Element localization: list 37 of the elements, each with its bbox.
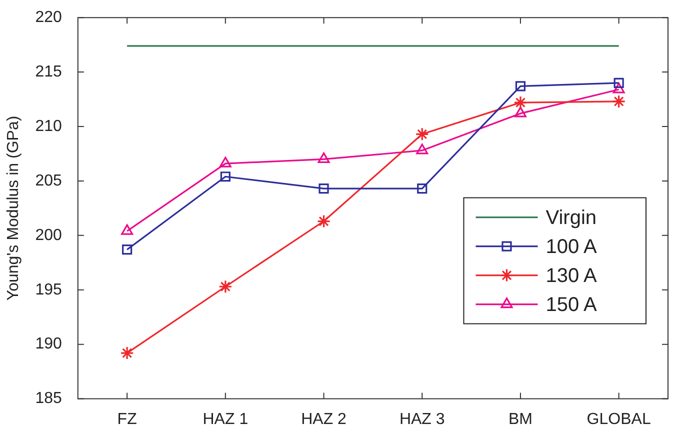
y-axis-title: Young's Modulus in (GPa) <box>5 116 22 301</box>
point <box>417 184 428 194</box>
x-tick-label: GLOBAL <box>586 410 651 428</box>
point <box>515 81 526 92</box>
point <box>120 346 134 360</box>
point <box>220 172 230 182</box>
point <box>416 144 428 154</box>
point <box>415 127 429 141</box>
point <box>612 82 625 94</box>
point <box>612 94 626 108</box>
y-tick-label: 185 <box>35 390 62 408</box>
point <box>318 184 329 194</box>
point <box>218 280 232 294</box>
y-tick-label: 220 <box>35 9 62 26</box>
legend-label: 100 A <box>546 236 598 258</box>
point <box>514 106 526 118</box>
y-tick-label: 210 <box>35 118 62 135</box>
y-tick-label: 215 <box>35 63 62 80</box>
y-tick-label: 200 <box>35 226 62 244</box>
y-tick-label: 195 <box>35 281 62 298</box>
legend-label: 150 A <box>546 294 598 316</box>
point <box>318 152 330 163</box>
point <box>219 156 232 168</box>
x-tick-label: BM <box>508 410 532 428</box>
point <box>121 224 134 235</box>
x-tick-label: HAZ 2 <box>301 410 347 428</box>
x-tick-label: HAZ 3 <box>399 410 445 428</box>
x-tick-label: FZ <box>117 410 138 428</box>
legend-label: 130 A <box>546 264 598 287</box>
y-tick-label: 205 <box>35 172 62 190</box>
y-tick-label: 190 <box>35 336 62 353</box>
point <box>316 214 331 228</box>
point <box>514 96 528 110</box>
legend-label: Virgin <box>546 206 597 229</box>
point <box>614 78 624 88</box>
x-tick-label: HAZ 1 <box>202 410 248 428</box>
point <box>122 244 132 255</box>
